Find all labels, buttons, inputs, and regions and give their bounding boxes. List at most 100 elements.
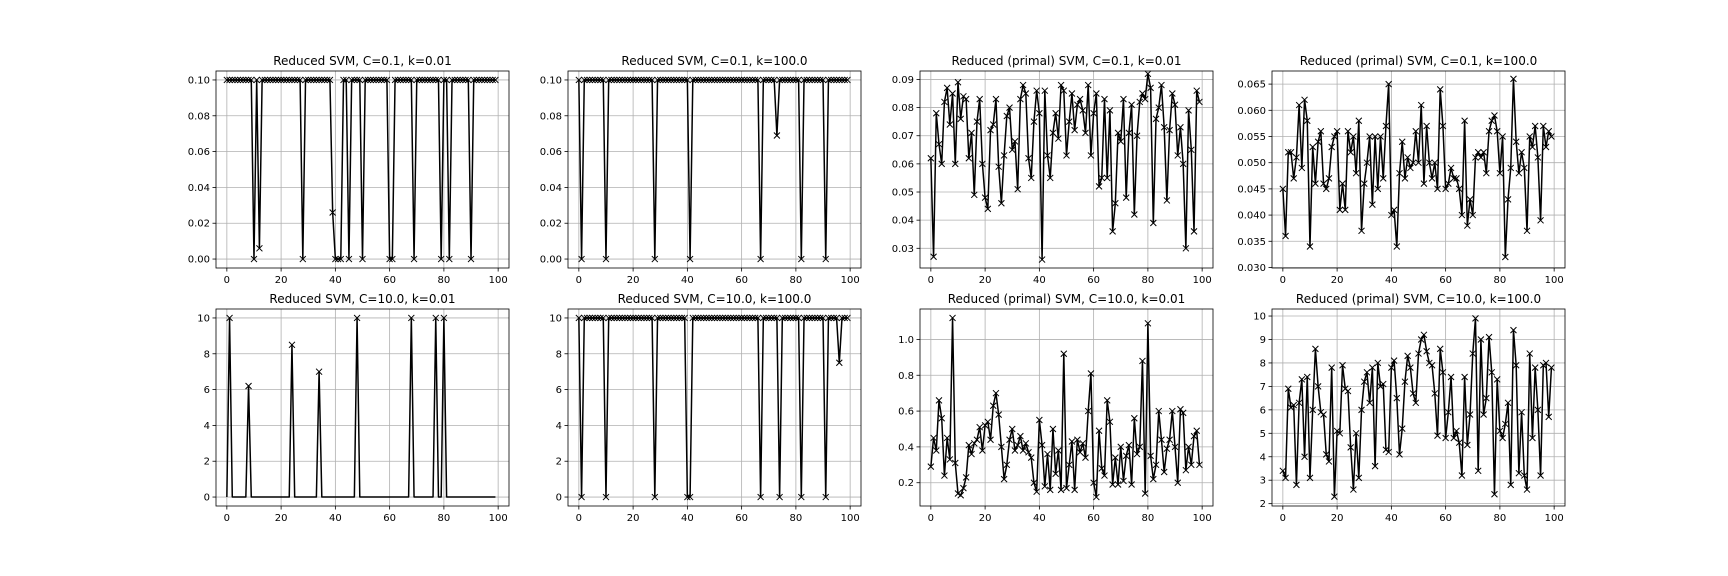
data-point — [938, 414, 946, 422]
data-point — [711, 76, 718, 84]
y-tick-label: 0.03 — [892, 244, 914, 255]
data-point — [594, 76, 602, 84]
data-point — [1160, 123, 1168, 131]
x-tick-label: 100 — [489, 513, 508, 524]
data-point — [976, 95, 984, 103]
data-point — [1374, 185, 1382, 193]
data-point — [483, 76, 491, 84]
data-point — [841, 76, 849, 84]
data-point — [973, 436, 981, 444]
data-point — [231, 76, 239, 84]
data-point — [1415, 159, 1422, 167]
data-point — [762, 314, 770, 322]
markers — [1279, 75, 1555, 261]
data-point — [686, 493, 694, 501]
series-line — [1282, 317, 1553, 498]
data-point — [1044, 152, 1051, 159]
subplot-0: 0 20 40 60 80 100 0.00 0.02 0.04 0.06 0.08 0.10 Redu… — [188, 54, 510, 286]
data-point — [1117, 138, 1125, 145]
data-point — [1404, 154, 1412, 161]
data-point — [833, 76, 840, 84]
data-point — [1455, 439, 1463, 447]
data-point — [637, 314, 645, 322]
data-point — [1144, 319, 1152, 327]
data-point — [602, 255, 610, 263]
data-point — [1101, 95, 1108, 103]
y-tick-label: 0.05 — [892, 188, 914, 199]
data-point — [713, 314, 721, 322]
x-tick-label: 60 — [1439, 275, 1452, 286]
x-tick-label: 100 — [1193, 275, 1212, 286]
data-point — [602, 493, 610, 501]
data-point — [684, 493, 691, 501]
data-point — [1322, 185, 1330, 193]
data-point — [307, 76, 315, 84]
data-point — [291, 76, 299, 84]
data-point — [264, 76, 271, 84]
x-tick-label: 100 — [1193, 513, 1212, 524]
data-point — [348, 76, 356, 84]
data-point — [651, 493, 659, 501]
data-point — [1076, 95, 1084, 103]
x-tick-label: 0 — [576, 275, 582, 286]
data-point — [651, 255, 659, 263]
data-point — [1328, 143, 1336, 151]
data-point — [1436, 345, 1444, 353]
data-point — [326, 76, 334, 84]
data-point — [806, 314, 813, 322]
data-point — [1434, 432, 1441, 439]
data-point — [738, 76, 745, 84]
data-point — [987, 126, 994, 134]
markers — [575, 76, 851, 263]
data-point — [1504, 196, 1512, 203]
y-tick-label: 1.0 — [898, 335, 914, 346]
data-point — [356, 76, 364, 84]
markers — [927, 314, 1203, 501]
data-point — [1303, 373, 1311, 381]
data-point — [1057, 81, 1065, 89]
data-point — [239, 76, 247, 84]
data-point — [1488, 117, 1496, 125]
data-point — [1526, 133, 1534, 140]
data-point — [1079, 439, 1087, 447]
data-point — [624, 314, 632, 322]
data-point — [1417, 336, 1425, 343]
data-point — [1095, 427, 1103, 435]
data-point — [643, 314, 651, 322]
data-point — [1548, 364, 1555, 371]
data-point — [1539, 122, 1547, 130]
data-point — [1339, 361, 1346, 369]
data-point — [1352, 169, 1360, 177]
data-point — [1358, 227, 1365, 235]
data-point — [1144, 70, 1152, 78]
data-point — [1510, 75, 1517, 83]
data-point — [675, 76, 683, 84]
data-point — [1396, 451, 1403, 458]
data-point — [599, 76, 607, 84]
data-point — [253, 76, 261, 84]
data-point — [375, 76, 383, 84]
data-point — [819, 314, 827, 322]
data-point — [789, 314, 797, 322]
data-point — [440, 76, 448, 84]
data-point — [811, 314, 819, 322]
data-point — [635, 314, 642, 322]
data-point — [454, 76, 461, 84]
x-tick-label: 20 — [275, 275, 288, 286]
data-point — [1309, 406, 1317, 414]
data-point — [1545, 413, 1553, 421]
data-point — [697, 76, 705, 84]
data-point — [957, 491, 965, 499]
data-point — [1507, 164, 1515, 172]
data-point — [1177, 123, 1184, 131]
data-point — [1466, 196, 1474, 203]
data-point — [1022, 439, 1030, 447]
data-point — [1063, 152, 1070, 159]
data-point — [711, 314, 718, 322]
data-point — [1044, 450, 1051, 458]
data-point — [648, 314, 656, 322]
data-point — [1507, 481, 1515, 489]
data-point — [1388, 364, 1395, 371]
y-tick-label: 6 — [556, 385, 562, 396]
data-point — [1388, 211, 1395, 219]
